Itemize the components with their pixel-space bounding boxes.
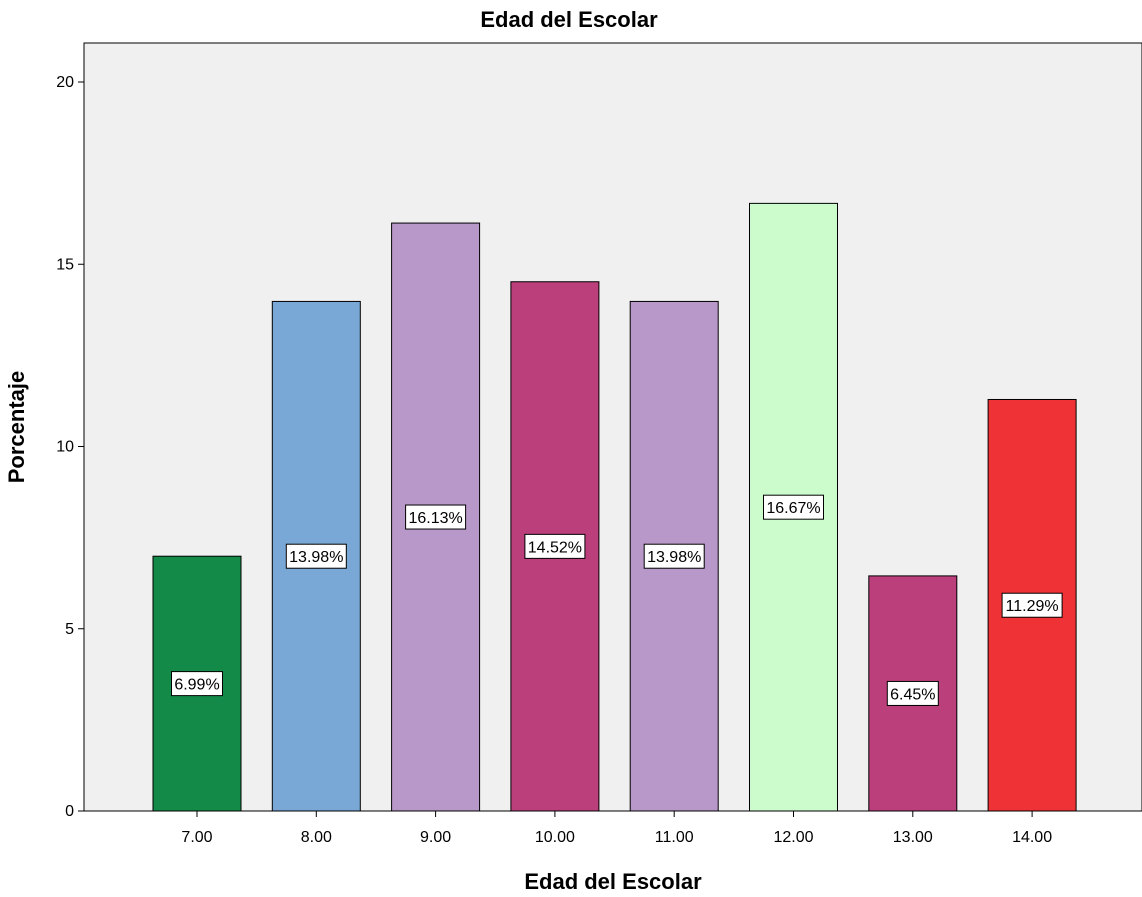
chart-title: Edad del Escolar — [480, 7, 658, 32]
data-label: 16.67% — [766, 500, 820, 517]
x-tick-label: 11.00 — [655, 829, 694, 846]
y-axis-title: Porcentaje — [4, 371, 29, 484]
x-tick-label: 14.00 — [1012, 829, 1052, 846]
data-label: 6.45% — [890, 686, 935, 703]
y-tick-label: 5 — [65, 621, 74, 638]
data-label: 14.52% — [528, 539, 582, 556]
y-tick-label: 10 — [56, 439, 74, 456]
data-label: 13.98% — [647, 549, 701, 566]
y-tick-label: 20 — [56, 74, 74, 91]
y-tick-label: 15 — [56, 256, 74, 273]
y-tick-label: 0 — [65, 803, 74, 820]
x-tick-label: 12.00 — [773, 829, 813, 846]
x-axis: 7.00 8.00 9.00 10.00 11.00 12.00 13.00 14.00 — [84, 811, 1142, 846]
data-label: 13.98% — [289, 549, 343, 566]
data-label: 11.29% — [1006, 598, 1059, 615]
x-axis-title: Edad del Escolar — [524, 869, 702, 894]
data-label: 16.13% — [408, 510, 462, 527]
plot-area — [84, 43, 1142, 811]
x-tick-label: 9.00 — [420, 829, 451, 846]
x-tick-label: 13.00 — [893, 829, 933, 846]
x-tick-label: 10.00 — [535, 829, 575, 846]
x-tick-label: 7.00 — [181, 829, 212, 846]
y-axis: 0 5 10 15 20 — [56, 43, 84, 820]
data-label: 6.99% — [174, 677, 219, 694]
x-tick-label: 8.00 — [301, 829, 332, 846]
